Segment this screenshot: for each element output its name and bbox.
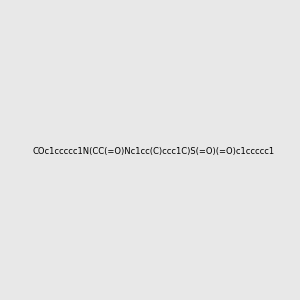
Text: COc1ccccc1N(CC(=O)Nc1cc(C)ccc1C)S(=O)(=O)c1ccccc1: COc1ccccc1N(CC(=O)Nc1cc(C)ccc1C)S(=O)(=O…: [33, 147, 275, 156]
